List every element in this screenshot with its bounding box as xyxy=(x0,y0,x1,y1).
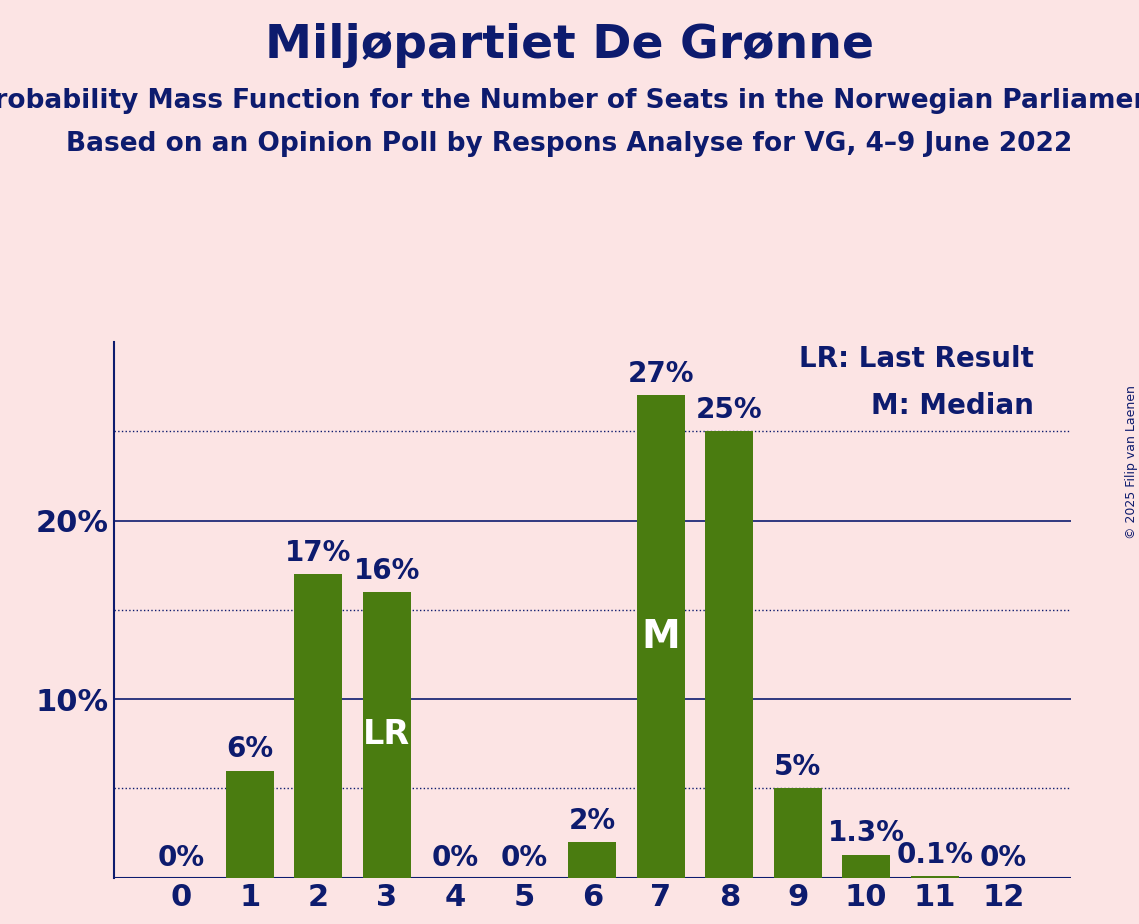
Bar xyxy=(226,771,273,878)
Text: 25%: 25% xyxy=(696,396,763,424)
Text: Probability Mass Function for the Number of Seats in the Norwegian Parliament: Probability Mass Function for the Number… xyxy=(0,88,1139,114)
Text: LR: Last Result: LR: Last Result xyxy=(800,346,1034,373)
Text: Based on an Opinion Poll by Respons Analyse for VG, 4–9 June 2022: Based on an Opinion Poll by Respons Anal… xyxy=(66,131,1073,157)
Text: 16%: 16% xyxy=(353,557,420,585)
Text: Miljøpartiet De Grønne: Miljøpartiet De Grønne xyxy=(265,23,874,68)
Bar xyxy=(911,876,959,878)
Text: 17%: 17% xyxy=(285,539,352,567)
Text: M: M xyxy=(641,617,680,656)
Text: 27%: 27% xyxy=(628,360,694,388)
Text: LR: LR xyxy=(363,718,410,751)
Text: 0%: 0% xyxy=(500,845,548,872)
Text: 5%: 5% xyxy=(775,753,821,782)
Text: 0%: 0% xyxy=(158,845,205,872)
Bar xyxy=(294,574,343,878)
Bar xyxy=(637,395,685,878)
Bar xyxy=(705,432,753,878)
Text: 0%: 0% xyxy=(980,845,1026,872)
Text: 0.1%: 0.1% xyxy=(896,841,973,869)
Bar xyxy=(568,842,616,878)
Bar xyxy=(363,592,411,878)
Text: 6%: 6% xyxy=(227,736,273,763)
Text: 2%: 2% xyxy=(568,807,616,835)
Bar xyxy=(773,788,821,878)
Bar xyxy=(842,855,891,878)
Text: © 2025 Filip van Laenen: © 2025 Filip van Laenen xyxy=(1124,385,1138,539)
Text: M: Median: M: Median xyxy=(871,392,1034,419)
Text: 1.3%: 1.3% xyxy=(828,820,904,847)
Text: 0%: 0% xyxy=(432,845,478,872)
